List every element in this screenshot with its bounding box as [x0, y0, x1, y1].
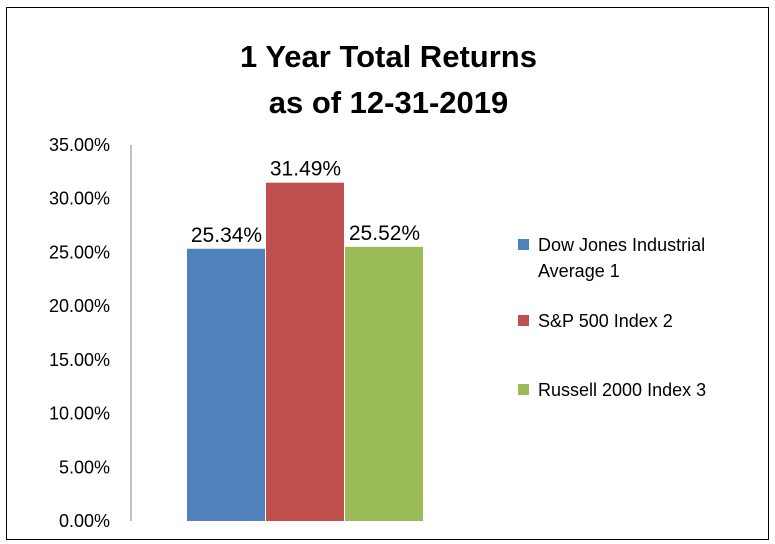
data-label-2: 31.49%: [270, 158, 341, 181]
y-tick-label: 15.00%: [49, 350, 110, 370]
y-tick-label: 20.00%: [49, 296, 110, 316]
data-label-1: 25.34%: [191, 224, 262, 247]
data-label-3: 25.52%: [349, 222, 420, 245]
chart-title-line-1: 1 Year Total Returns: [240, 39, 537, 74]
legend-label-1: Dow Jones Industrial: [538, 235, 705, 255]
legend-label-1: Average 1: [538, 261, 620, 281]
y-tick-label: 35.00%: [49, 135, 110, 155]
bar-1: [187, 248, 265, 521]
legend-swatch-2: [518, 315, 529, 326]
chart-title: 1 Year Total Returns as of 12-31-2019: [7, 34, 770, 126]
y-tick-label: 30.00%: [49, 189, 110, 209]
bar-2: [266, 182, 344, 521]
legend-swatch-1: [518, 239, 529, 250]
chart-title-line-2: as of 12-31-2019: [268, 85, 509, 120]
y-tick-label: 0.00%: [59, 511, 110, 531]
legend-label-2: S&P 500 Index 2: [538, 311, 673, 331]
bar-3: [345, 246, 423, 521]
legend-swatch-3: [518, 384, 529, 395]
y-tick-label: 5.00%: [59, 457, 110, 477]
legend-label-3: Russell 2000 Index 3: [538, 380, 706, 400]
y-tick-label: 25.00%: [49, 242, 110, 262]
y-tick-label: 10.00%: [49, 404, 110, 424]
